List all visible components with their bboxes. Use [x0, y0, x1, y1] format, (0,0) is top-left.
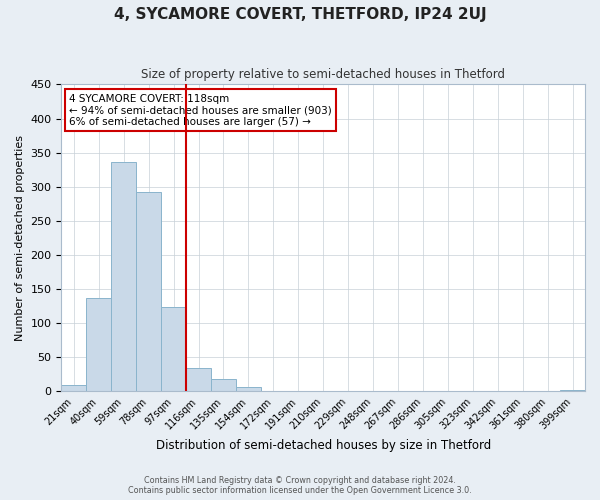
Bar — [136, 192, 161, 392]
X-axis label: Distribution of semi-detached houses by size in Thetford: Distribution of semi-detached houses by … — [155, 440, 491, 452]
Bar — [211, 379, 236, 392]
Text: Contains HM Land Registry data © Crown copyright and database right 2024.
Contai: Contains HM Land Registry data © Crown c… — [128, 476, 472, 495]
Title: Size of property relative to semi-detached houses in Thetford: Size of property relative to semi-detach… — [141, 68, 505, 80]
Bar — [186, 368, 211, 392]
Bar — [61, 384, 86, 392]
Bar — [560, 390, 585, 392]
Bar — [161, 308, 186, 392]
Bar — [111, 162, 136, 392]
Text: 4, SYCAMORE COVERT, THETFORD, IP24 2UJ: 4, SYCAMORE COVERT, THETFORD, IP24 2UJ — [113, 8, 487, 22]
Bar — [236, 388, 261, 392]
Text: 4 SYCAMORE COVERT: 118sqm
← 94% of semi-detached houses are smaller (903)
6% of : 4 SYCAMORE COVERT: 118sqm ← 94% of semi-… — [69, 94, 332, 127]
Y-axis label: Number of semi-detached properties: Number of semi-detached properties — [15, 135, 25, 341]
Bar — [86, 298, 111, 392]
